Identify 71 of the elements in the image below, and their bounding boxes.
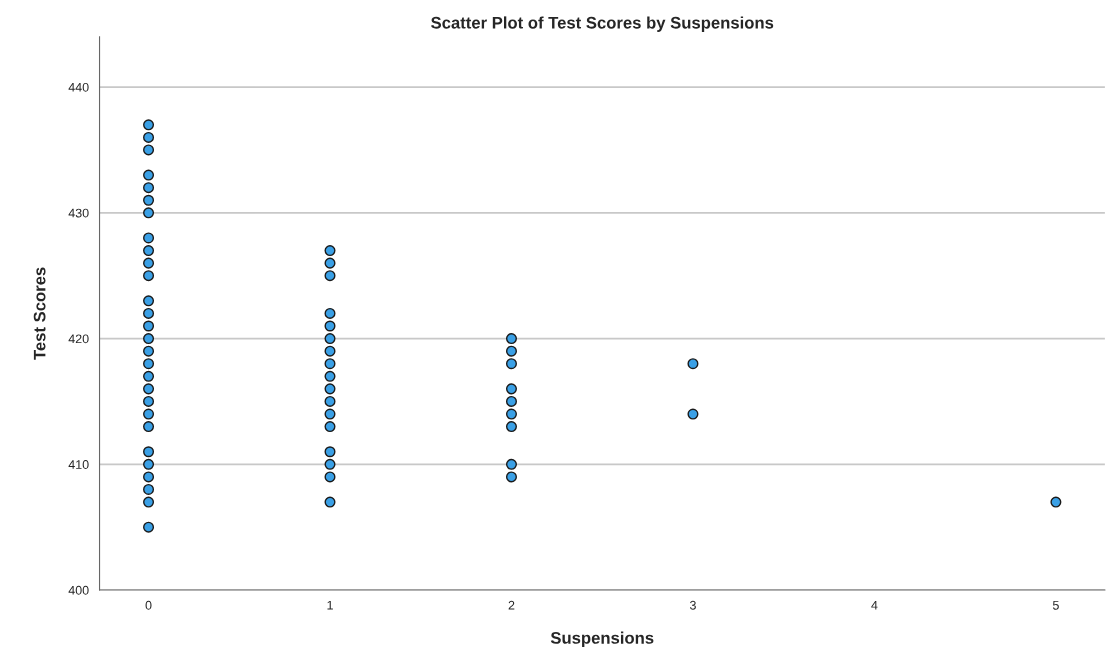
point bbox=[505, 458, 517, 470]
point bbox=[324, 245, 336, 257]
point bbox=[143, 458, 155, 470]
point bbox=[324, 257, 336, 269]
y-axis-title: Test Scores bbox=[33, 267, 46, 360]
point bbox=[143, 320, 155, 332]
point bbox=[505, 408, 517, 420]
y-tick-label: 430 bbox=[68, 208, 89, 218]
point bbox=[324, 395, 336, 407]
point bbox=[324, 320, 336, 332]
point bbox=[143, 144, 155, 156]
point bbox=[143, 471, 155, 483]
point bbox=[143, 257, 155, 269]
point bbox=[505, 383, 517, 395]
point bbox=[143, 169, 155, 181]
point bbox=[143, 182, 155, 194]
x-tick-label: 2 bbox=[508, 600, 515, 610]
point bbox=[324, 471, 336, 483]
point bbox=[324, 345, 336, 357]
point bbox=[143, 483, 155, 495]
point bbox=[143, 496, 155, 508]
point bbox=[143, 232, 155, 244]
y-tick-label: 420 bbox=[68, 334, 89, 344]
point bbox=[143, 245, 155, 257]
point bbox=[143, 383, 155, 395]
point bbox=[324, 358, 336, 370]
point bbox=[1050, 496, 1062, 508]
x-tick-label: 5 bbox=[1052, 600, 1059, 610]
x-tick-label: 0 bbox=[145, 600, 152, 610]
point bbox=[143, 446, 155, 458]
point bbox=[143, 119, 155, 131]
point bbox=[324, 408, 336, 420]
point bbox=[324, 370, 336, 382]
point bbox=[505, 395, 517, 407]
point bbox=[324, 496, 336, 508]
point bbox=[324, 307, 336, 319]
point bbox=[324, 383, 336, 395]
point bbox=[143, 270, 155, 282]
point bbox=[143, 408, 155, 420]
y-tick-label: 440 bbox=[68, 82, 89, 92]
point bbox=[324, 333, 336, 345]
x-tick-label: 1 bbox=[327, 600, 333, 610]
point bbox=[505, 333, 517, 345]
point bbox=[505, 345, 517, 357]
point bbox=[324, 446, 336, 458]
point bbox=[324, 270, 336, 282]
point bbox=[505, 471, 517, 483]
x-tick-label: 3 bbox=[689, 600, 696, 610]
point bbox=[143, 207, 155, 219]
point bbox=[687, 408, 699, 420]
point bbox=[143, 295, 155, 307]
x-tick-label: 4 bbox=[871, 600, 878, 610]
point bbox=[505, 358, 517, 370]
point bbox=[324, 458, 336, 470]
point bbox=[505, 421, 517, 433]
point bbox=[143, 345, 155, 357]
y-tick-label: 400 bbox=[68, 585, 89, 595]
point bbox=[143, 521, 155, 533]
point bbox=[143, 131, 155, 143]
point bbox=[143, 333, 155, 345]
point bbox=[143, 370, 155, 382]
point bbox=[143, 358, 155, 370]
chart-title: Scatter Plot of Test Scores by Suspensions bbox=[431, 16, 774, 32]
x-axis-title: Suspensions bbox=[550, 631, 654, 648]
point bbox=[143, 421, 155, 433]
y-tick-label: 410 bbox=[68, 460, 89, 469]
point bbox=[143, 395, 155, 407]
point bbox=[324, 421, 336, 433]
point bbox=[687, 358, 699, 370]
point bbox=[143, 194, 155, 206]
point bbox=[143, 307, 155, 319]
